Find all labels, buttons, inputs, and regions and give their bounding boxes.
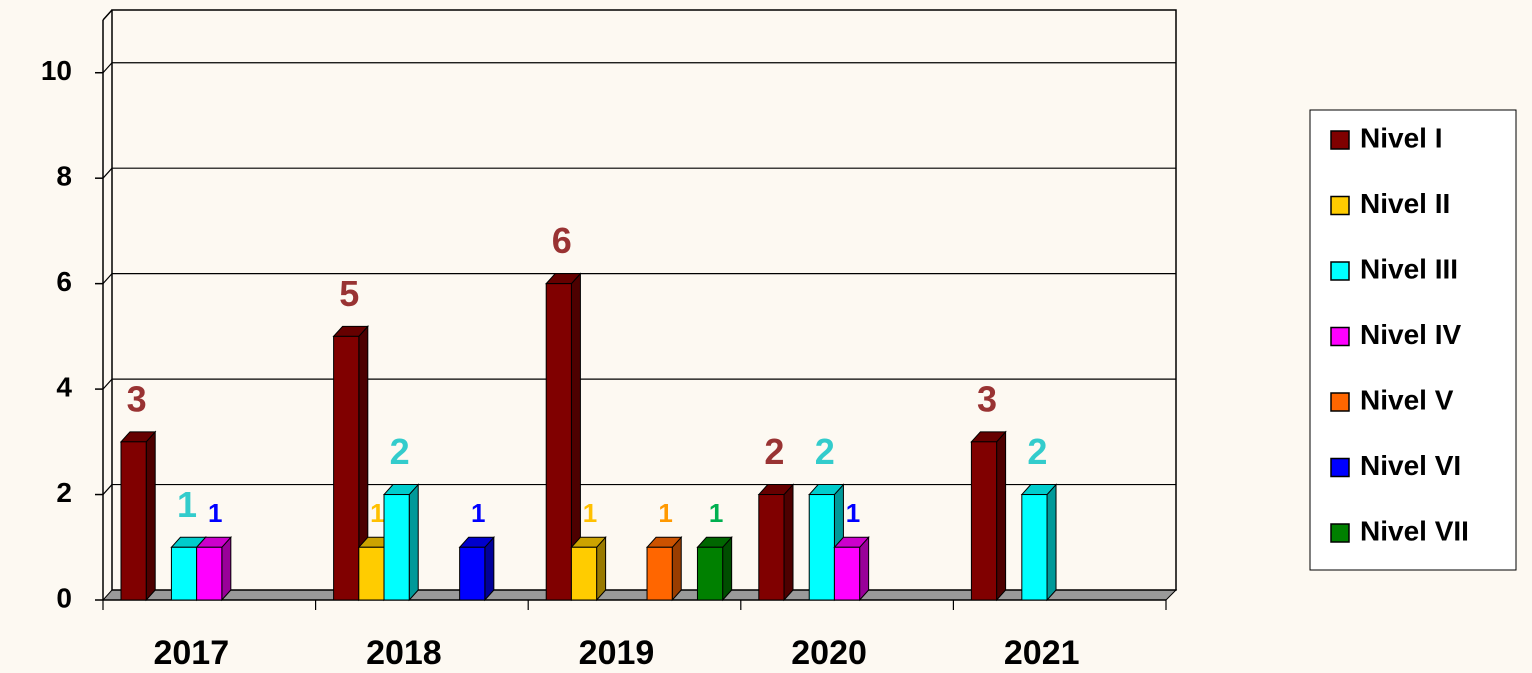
data-label: 2 [815,431,835,472]
legend-label: Nivel VII [1360,515,1469,546]
legend-swatch [1330,261,1350,281]
data-label: 2 [764,431,784,472]
data-label: 1 [471,498,485,528]
bar-front [196,546,223,601]
bar-front [459,546,486,601]
x-tick-label: 2017 [153,634,229,672]
grid-line [102,484,113,495]
bar-front [120,441,147,601]
legend-swatch [1330,326,1350,347]
legend-swatch [1330,523,1350,543]
data-label: 1 [370,498,384,528]
data-label: 1 [658,498,672,528]
floor [101,589,1178,601]
legend-label: Nivel I [1360,122,1442,153]
bar-front [170,546,198,601]
data-label: 1 [177,484,197,525]
grid-line [102,378,113,390]
bar [382,483,420,602]
legend-label: Nivel IV [1360,319,1461,350]
bar [458,535,495,602]
bar-front [1021,494,1048,601]
bar-front [646,546,673,601]
bar-side [484,535,495,602]
bar-side [145,430,156,602]
bar-side [221,535,232,602]
bar-front [808,494,835,601]
y-tick-label: 6 [56,266,72,297]
bar-side [671,535,682,602]
data-label: 3 [977,378,997,419]
bar-front [545,283,572,601]
bar [645,535,683,602]
data-label: 5 [339,273,359,314]
bar [970,430,1007,602]
bar [570,535,607,602]
bar-side [859,535,870,602]
data-label: 2 [1027,431,1047,472]
x-tick-label: 2020 [791,634,867,672]
bar-front [970,441,998,601]
legend-label: Nivel V [1360,384,1454,415]
bar-front [333,335,360,601]
bar [332,325,369,602]
data-label: 1 [208,498,222,528]
y-tick-label: 10 [41,55,72,86]
bar-side [722,535,733,602]
bar [195,535,232,602]
bar [833,535,870,602]
bar [696,535,733,602]
bar-side [1046,483,1057,602]
bar [1020,483,1058,602]
legend-swatch [1330,392,1350,412]
data-label: 1 [709,498,723,528]
legend-label: Nivel III [1360,253,1458,284]
bar [757,483,795,602]
legend-label: Nivel VI [1360,450,1461,481]
legend-swatch [1330,457,1350,478]
legend-swatch [1330,195,1350,216]
bar-side [596,535,607,602]
bar-side [783,483,794,602]
bar-front [758,494,785,601]
grid-line [102,273,113,285]
y-tick-label: 0 [56,582,72,613]
bar-front [383,494,410,601]
data-label: 3 [127,378,147,419]
legend-label: Nivel II [1360,188,1450,219]
plot-frame [111,9,1177,591]
data-label: 1 [583,498,597,528]
legend-swatch [1330,130,1350,150]
y-tick-label: 2 [56,477,72,508]
data-label: 2 [390,431,410,472]
x-tick-label: 2018 [366,634,442,672]
bar-front [570,546,598,601]
bar-front [358,546,385,601]
wall-edge [102,9,113,21]
x-tick-label: 2019 [579,634,655,672]
y-tick-label: 8 [56,161,72,192]
grid-line [102,167,113,179]
bar [119,430,157,602]
y-tick-label: 4 [56,371,72,402]
bar-front [696,546,724,601]
data-label: 6 [552,220,572,261]
grid-line [102,62,113,74]
bar-front [833,546,861,601]
bar [545,272,582,602]
x-tick-label: 2021 [1004,634,1080,672]
bar-side [996,430,1007,602]
bar-side [408,483,419,602]
data-label: 1 [846,498,860,528]
